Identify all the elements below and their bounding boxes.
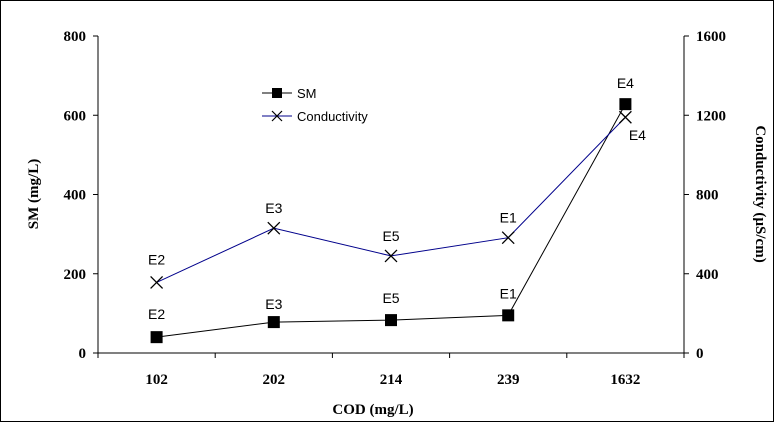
point-label: E4 xyxy=(617,75,634,91)
legend-sm-label: SM xyxy=(297,86,317,101)
legend-sm-marker xyxy=(272,88,282,98)
point-label: E2 xyxy=(148,306,165,322)
point-label: E3 xyxy=(265,200,282,216)
legend-conductivity-marker xyxy=(271,110,283,122)
x-axis-title: COD (mg/L) xyxy=(332,402,413,418)
legend: SM Conductivity xyxy=(262,86,368,124)
y-tick-label: 0 xyxy=(79,346,87,362)
point-label: E1 xyxy=(500,285,517,301)
conductivity-marker xyxy=(267,221,281,235)
sm-marker xyxy=(385,314,397,327)
sm-marker xyxy=(619,98,632,111)
conductivity-marker xyxy=(618,110,632,124)
point-label: E4 xyxy=(629,127,646,143)
point-label: E1 xyxy=(500,210,517,226)
x-tick-label: 1632 xyxy=(610,372,640,388)
point-label: E2 xyxy=(148,251,165,267)
y2-tick-label: 800 xyxy=(696,188,719,204)
conductivity-marker xyxy=(501,231,515,245)
y2-tick-label: 0 xyxy=(696,346,704,362)
y2-tick-label: 1600 xyxy=(696,29,726,45)
legend-conductivity-label: Conductivity xyxy=(297,109,368,124)
y-tick-label: 800 xyxy=(64,29,87,45)
y-tick-label: 600 xyxy=(64,108,87,124)
y2-tick-label: 400 xyxy=(696,267,719,283)
y-axis-title: SM (mg/L) xyxy=(26,159,42,229)
series-layer: E2 E3 E5 E1 E4 E2 E3 E5 E1 E4 xyxy=(148,75,646,344)
sm-marker xyxy=(150,331,163,344)
y-tick-label: 200 xyxy=(64,267,87,283)
y2-axis-title: Conductivity (µS/cm) xyxy=(752,125,768,262)
point-label: E5 xyxy=(382,228,399,244)
conductivity-marker xyxy=(150,276,164,289)
x-tick-label: 214 xyxy=(380,372,403,388)
conductivity-marker xyxy=(384,249,398,263)
point-label: E3 xyxy=(265,296,282,312)
sm-marker xyxy=(267,316,280,329)
sm-marker xyxy=(502,309,515,322)
x-tick-label: 102 xyxy=(145,372,168,388)
point-label: E5 xyxy=(382,290,399,306)
y-tick-label: 400 xyxy=(64,188,87,204)
x-tick-label: 239 xyxy=(497,372,520,388)
x-tick-label: 202 xyxy=(263,372,286,388)
y2-tick-label: 1200 xyxy=(696,108,726,124)
axes-layer: 0 200 400 600 800 0 400 800 1200 1600 102 202 214 239… xyxy=(64,29,727,388)
